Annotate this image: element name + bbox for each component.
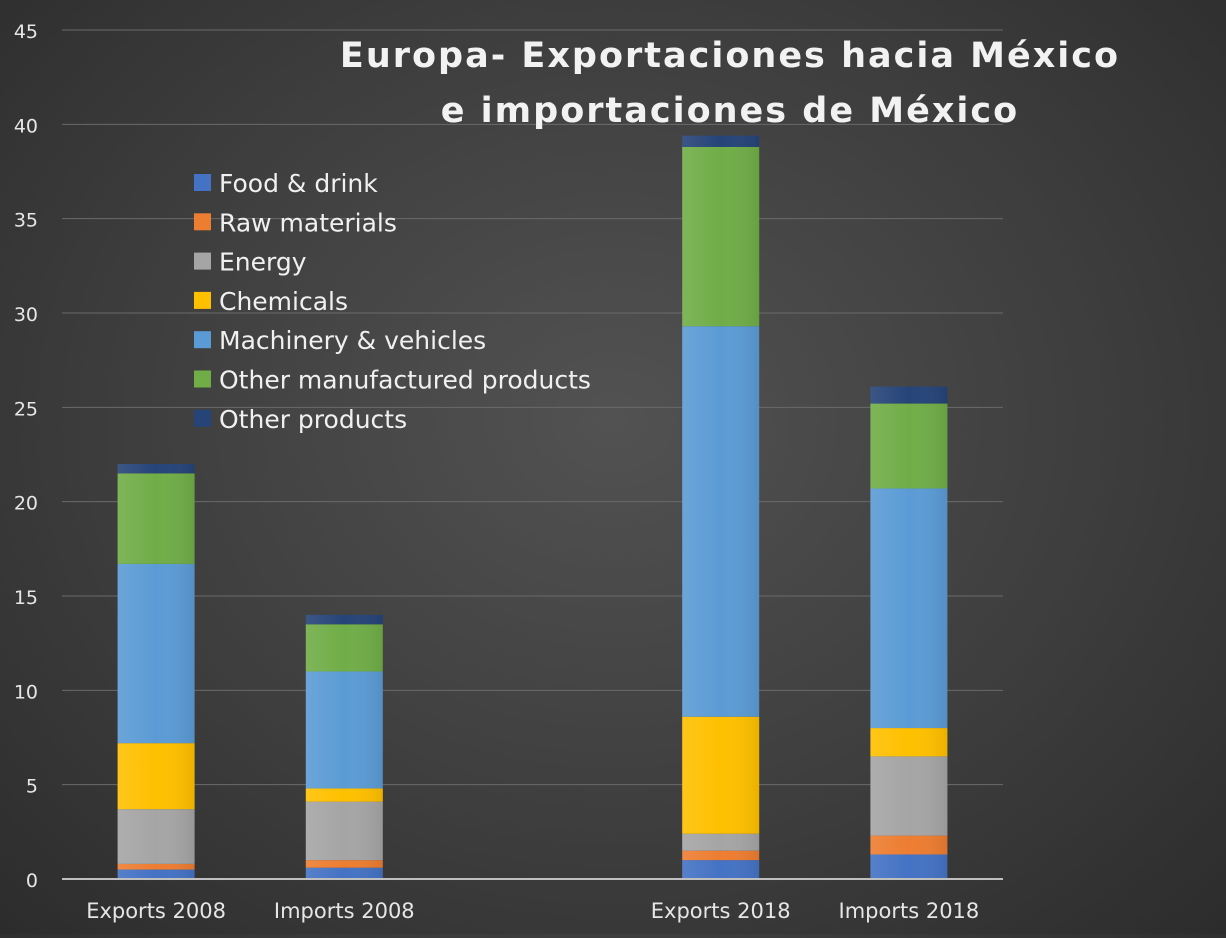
y-tick-label: 40	[14, 115, 38, 137]
bar-segment-sheen	[682, 850, 760, 861]
bar-segment-sheen	[305, 671, 383, 789]
bar-segment-sheen	[682, 146, 760, 327]
legend-swatch	[194, 370, 211, 388]
bar-segment-sheen	[117, 869, 195, 879]
x-tick-label: Imports 2008	[274, 899, 415, 923]
y-tick-label: 5	[26, 776, 38, 798]
bar-segment-sheen	[682, 716, 760, 834]
legend-swatch	[194, 331, 211, 349]
y-tick-label: 10	[14, 681, 38, 703]
bar-segment-sheen	[682, 833, 760, 851]
chart-title-line-2: e importaciones de México	[441, 91, 1019, 131]
bar-segment-sheen	[117, 863, 195, 870]
bar-segment-sheen	[305, 801, 383, 861]
legend-swatch	[194, 409, 211, 427]
bar-segment-sheen	[305, 614, 383, 625]
chart-title: Europa- Exportaciones hacia México e imp…	[340, 36, 1120, 131]
legend-swatch	[194, 291, 211, 309]
bar-segment-sheen	[870, 403, 948, 489]
legend-label: Raw materials	[219, 208, 397, 237]
bar-segment-sheen	[870, 488, 948, 729]
legend-swatch	[194, 252, 211, 270]
y-tick-label: 20	[14, 493, 38, 515]
bar-segment-sheen	[870, 854, 948, 879]
y-tick-label: 45	[14, 21, 38, 43]
bar-segment-sheen	[117, 463, 195, 474]
x-axis-ticks: Exports 2008 Imports 2008 Exports 2018 Impo…	[86, 899, 979, 923]
bar-segment-sheen	[682, 135, 760, 147]
bar-segment-sheen	[870, 386, 948, 404]
y-tick-label: 15	[14, 587, 38, 609]
bar-segment-sheen	[870, 835, 948, 855]
legend-label: Chemicals	[219, 287, 348, 316]
y-tick-label: 30	[14, 304, 38, 326]
bar-segment-sheen	[305, 788, 383, 802]
y-tick-label: 25	[14, 398, 38, 420]
y-axis-ticks: 0 5 10 15 20 25 30 35 40 45	[14, 21, 38, 892]
bar-segment-sheen	[870, 756, 948, 836]
y-tick-label: 35	[14, 210, 38, 232]
bars	[117, 135, 948, 879]
bar-segment-sheen	[870, 728, 948, 757]
y-tick-label: 0	[26, 870, 38, 892]
bar-segment-sheen	[117, 473, 195, 564]
legend-label: Other products	[219, 405, 407, 434]
x-tick-label: Imports 2018	[839, 899, 980, 923]
legend: Food & drink Raw materials Energy Chemicals…	[194, 169, 591, 434]
bar-segment-sheen	[305, 860, 383, 868]
bar-segment-sheen	[117, 809, 195, 864]
x-tick-label: Exports 2008	[86, 899, 226, 923]
bar-segment-sheen	[117, 563, 195, 744]
legend-swatch	[194, 174, 211, 191]
bar-segment-sheen	[682, 326, 760, 717]
chart-title-line-1: Europa- Exportaciones hacia México	[340, 36, 1120, 76]
legend-label: Food & drink	[219, 169, 378, 198]
legend-label: Machinery & vehicles	[219, 326, 486, 355]
gridlines	[62, 29, 1003, 786]
bar-segment-sheen	[305, 867, 383, 879]
bar-segment-sheen	[682, 860, 760, 879]
legend-swatch	[194, 213, 211, 231]
bar-segment-sheen	[305, 624, 383, 672]
legend-label: Energy	[219, 248, 307, 277]
bar-segment-sheen	[117, 743, 195, 810]
legend-label: Other manufactured products	[219, 366, 591, 395]
x-tick-label: Exports 2018	[651, 899, 791, 923]
